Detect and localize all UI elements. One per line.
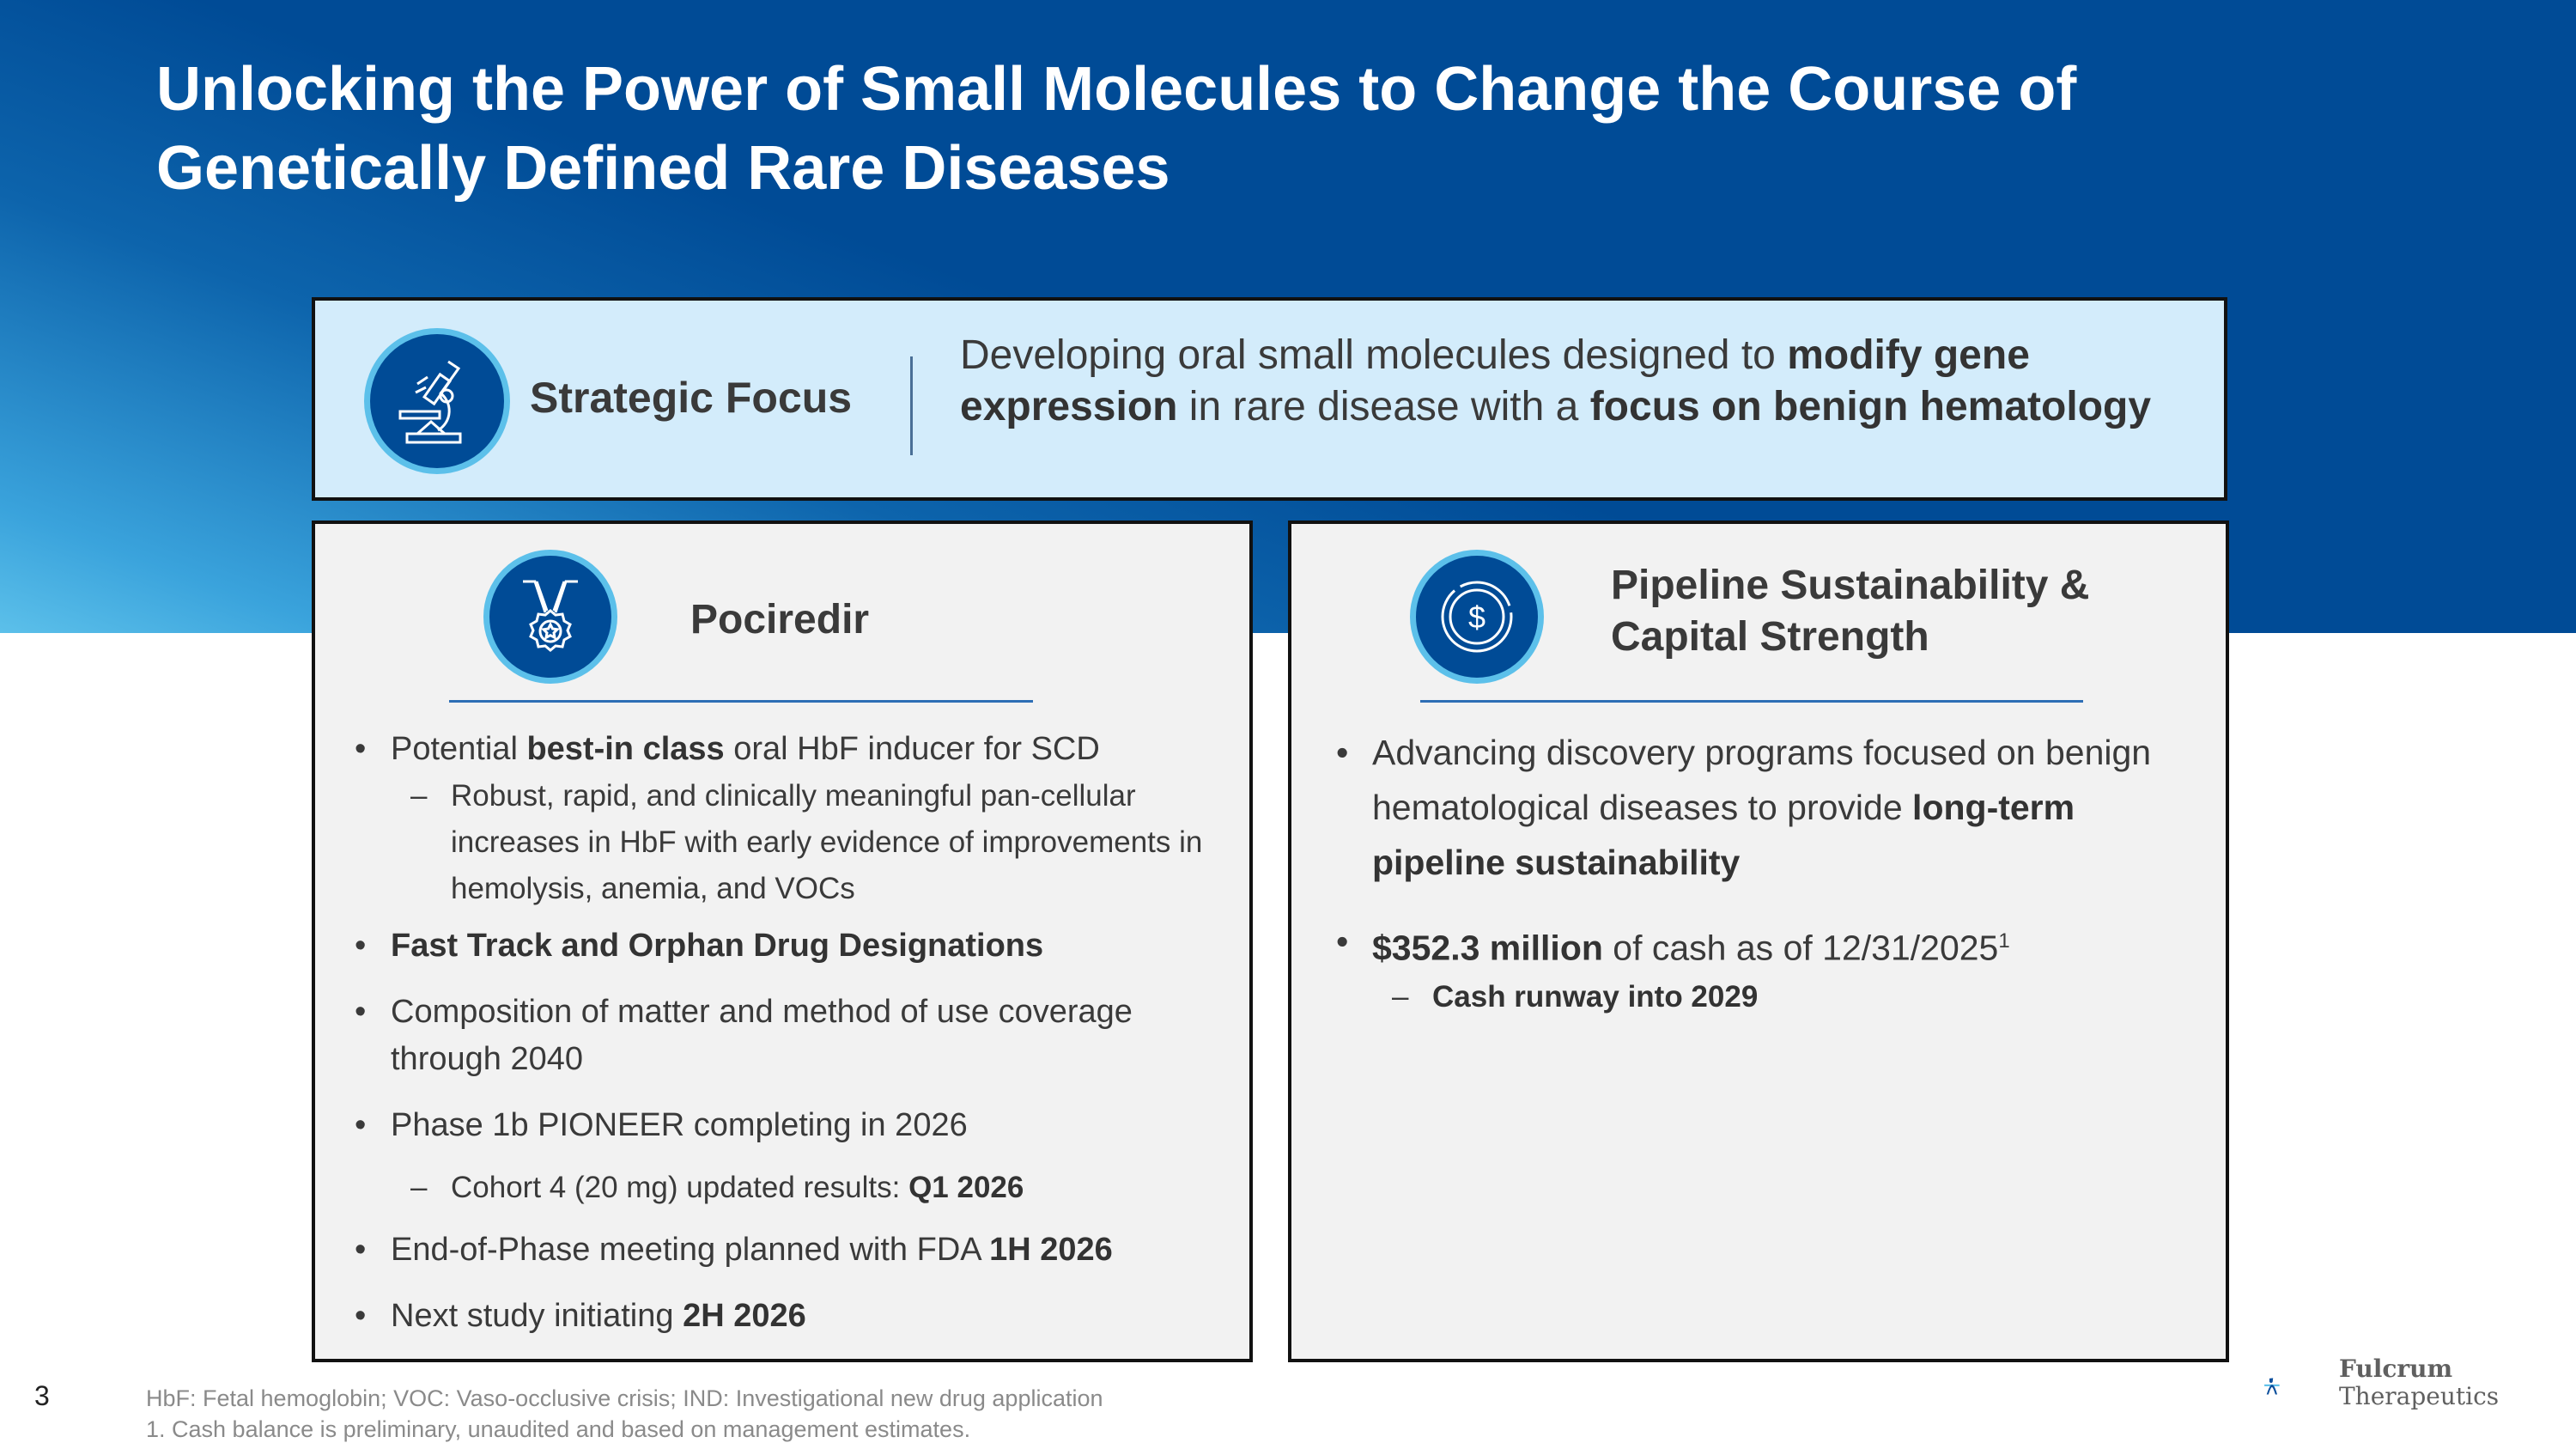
pociredir-bullets: Potential best-in class oral HbF inducer…	[355, 726, 1222, 1340]
bullet: Advancing discovery programs focused on …	[1336, 725, 2195, 890]
dollar-coin-icon: $	[1410, 550, 1544, 684]
bullet: Next study initiating 2H 2026	[355, 1293, 1222, 1340]
text-run: Developing oral small molecules designed…	[960, 332, 1788, 378]
sub-bullet: Cohort 4 (20 mg) updated results: Q1 202…	[355, 1165, 1222, 1211]
text-run: End-of-Phase meeting planned with FDA	[391, 1232, 990, 1268]
pipeline-bullets: Advancing discovery programs focused on …	[1336, 725, 2195, 1019]
text-run: Phase 1b PIONEER completing in 2026	[391, 1107, 968, 1143]
bullet: Fast Track and Orphan Drug Designations	[355, 922, 1222, 970]
text-run: 2H 2026	[683, 1298, 806, 1334]
fulcrum-logo-icon	[2264, 1378, 2280, 1395]
text-run: Fast Track and Orphan Drug Designations	[391, 928, 1044, 964]
text-run: Cohort 4 (20 mg) updated results:	[451, 1171, 909, 1204]
text-run: of cash as of 12/31/2025	[1602, 928, 1999, 968]
text-run: best-in class	[526, 731, 725, 767]
text-run: Q1 2026	[908, 1171, 1024, 1204]
svg-text:$: $	[1468, 600, 1485, 635]
sub-bullet: Robust, rapid, and clinically meaningful…	[355, 773, 1222, 912]
medal-icon	[483, 550, 617, 684]
pipeline-card: $ Pipeline Sustainability & Capital Stre…	[1288, 521, 2229, 1362]
text-run: Composition of matter and method of use …	[391, 994, 1133, 1077]
logo-line2: Therapeutics	[2339, 1382, 2500, 1410]
text-run: Robust, rapid, and clinically meaningful…	[451, 779, 1203, 905]
strategic-focus-label: Strategic Focus	[530, 374, 853, 422]
bullet: Potential best-in class oral HbF inducer…	[355, 726, 1222, 773]
text-run: 1	[1998, 929, 2010, 953]
title-underline	[1420, 700, 2083, 703]
text-run: Cash runway into 2029	[1432, 979, 1759, 1014]
page-number: 3	[34, 1380, 50, 1411]
text-run: long-term pipeline sustainability	[1372, 788, 2075, 882]
sub-bullet: Cash runway into 2029	[1336, 976, 2195, 1019]
bullet: Phase 1b PIONEER completing in 2026	[355, 1102, 1222, 1149]
pipeline-title: Pipeline Sustainability & Capital Streng…	[1611, 563, 2090, 660]
text-run: oral HbF inducer for SCD	[724, 731, 1100, 767]
text-run: focus on benign hematology	[1589, 384, 2152, 429]
pociredir-title: Pociredir	[690, 597, 870, 642]
strategic-focus-text: Developing oral small molecules designed…	[960, 330, 2179, 433]
title-underline	[449, 700, 1033, 703]
footnote: HbF: Fetal hemoglobin; VOC: Vaso-occlusi…	[146, 1385, 1103, 1411]
footnotes: HbF: Fetal hemoglobin; VOC: Vaso-occlusi…	[146, 1383, 1103, 1445]
footnote: 1. Cash balance is preliminary, unaudite…	[146, 1416, 971, 1442]
bullet: $352.3 million of cash as of 12/31/20251	[1336, 914, 2195, 976]
logo-line1: Fulcrum	[2339, 1355, 2453, 1383]
text-run: in rare disease with a	[1177, 384, 1590, 429]
bullet: End-of-Phase meeting planned with FDA 1H…	[355, 1227, 1222, 1274]
divider	[910, 356, 913, 455]
strategic-focus-box: Strategic Focus Developing oral small mo…	[312, 297, 2227, 501]
text-run: Advancing discovery programs focused on …	[1372, 733, 2152, 827]
company-logo-text: Fulcrum Therapeutics	[2339, 1355, 2499, 1410]
pociredir-card: Pociredir Potential best-in class oral H…	[312, 521, 1253, 1362]
text-run: Next study initiating	[391, 1298, 683, 1334]
text-run: 1H 2026	[989, 1232, 1113, 1268]
bullet: Composition of matter and method of use …	[355, 989, 1222, 1083]
microscope-icon	[364, 328, 510, 474]
text-run: $352.3 million	[1372, 928, 1603, 968]
text-run: modify gene expression	[960, 332, 2030, 429]
slide-title: Unlocking the Power of Small Molecules t…	[156, 55, 2077, 203]
text-run: Potential	[391, 731, 527, 767]
